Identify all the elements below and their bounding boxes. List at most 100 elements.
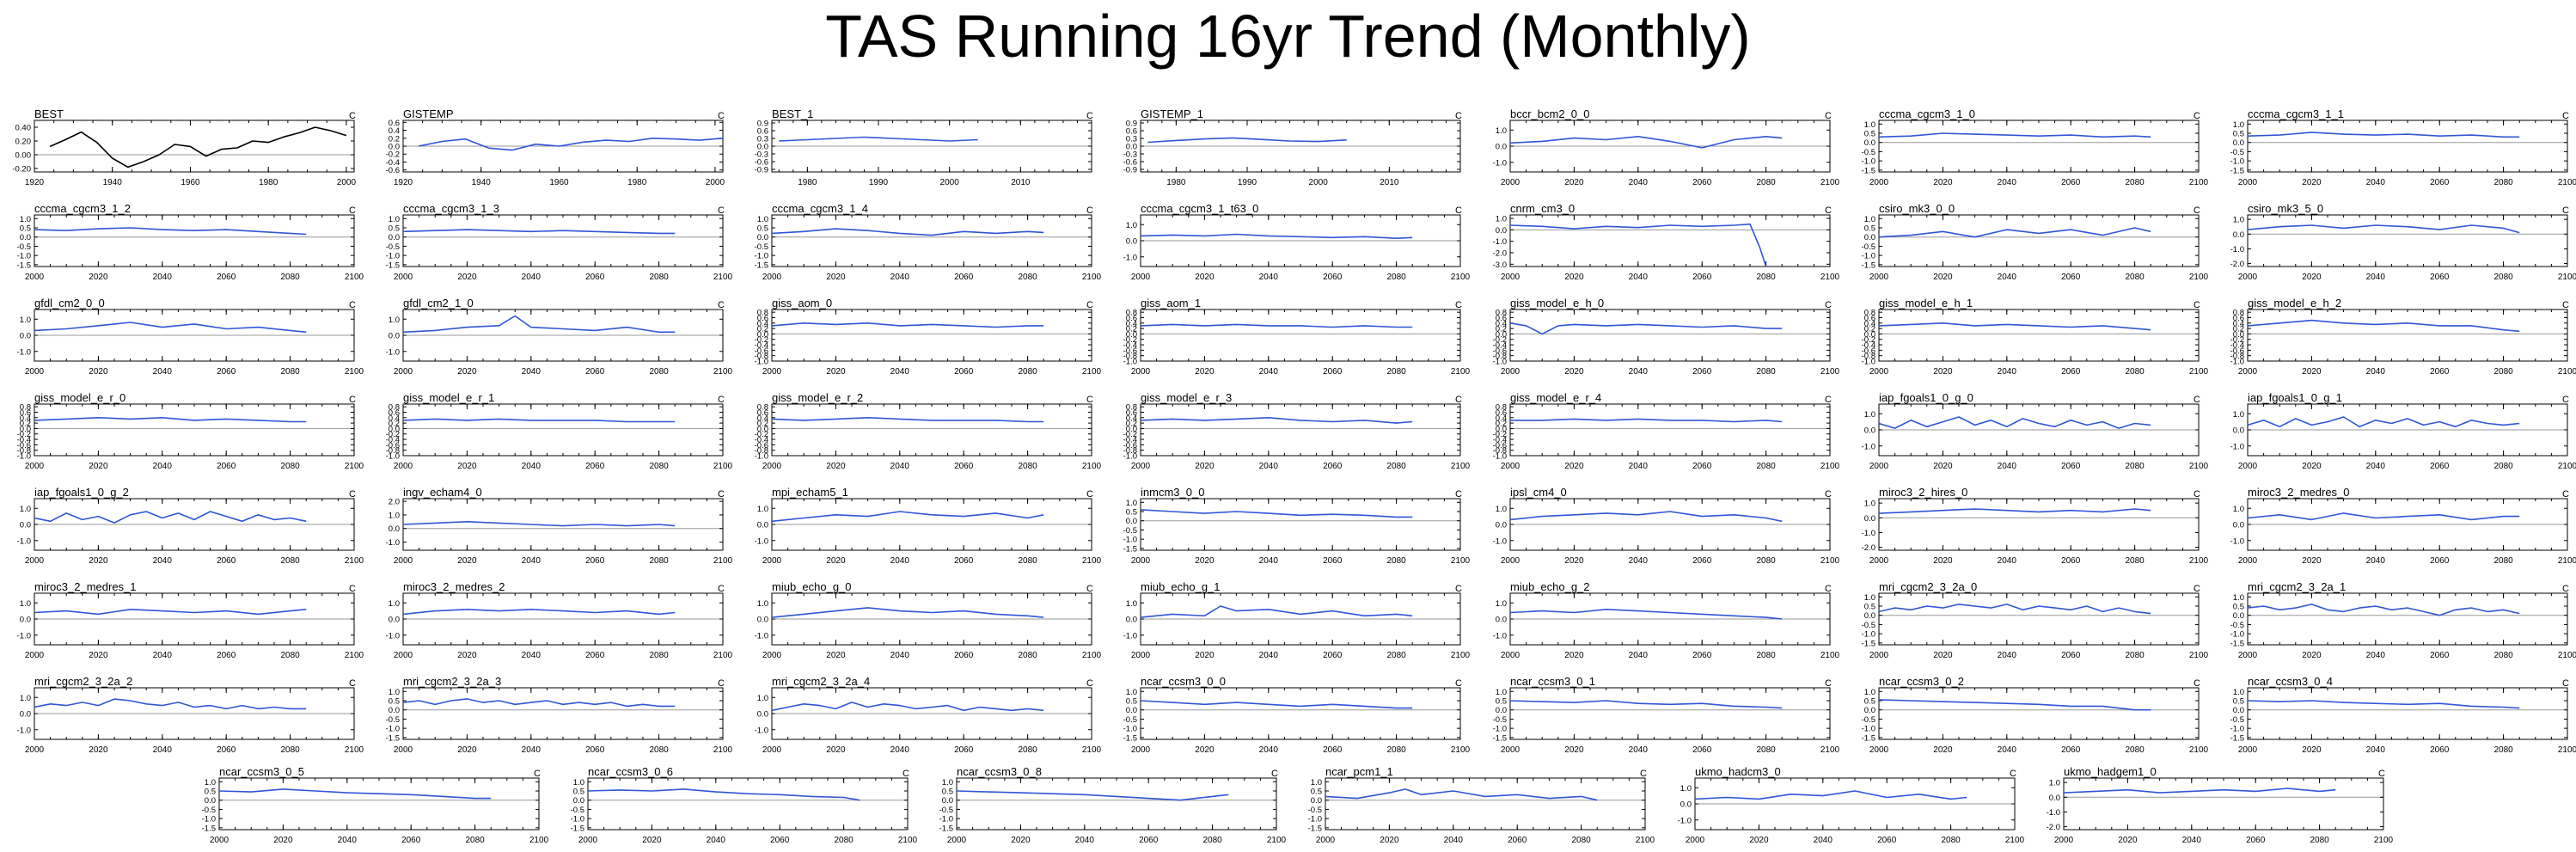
- chart-panel: giss_model_e_r_1 C 0.80.60.40.20.0-0.2-0.4…: [386, 391, 733, 471]
- x-tick-label: 2100: [1082, 273, 1102, 282]
- chart-panel: ukmo_hadcm3_0 C 1.0 0.0 -1.0 2000 2020 2040 2060…: [1678, 765, 2025, 845]
- x-tick-label: 2000: [394, 273, 413, 282]
- y-tick-label: 0.4: [1126, 414, 1137, 423]
- y-tick-label: 1.0: [2233, 505, 2244, 514]
- chart-panel: ncar_ccsm3_0_1 C 1.00.50.0-0.5-1.0-1.5 2000…: [1493, 675, 1840, 755]
- x-tick-label: 2100: [345, 651, 364, 660]
- y-tick-label: -1.0: [1123, 452, 1137, 462]
- chart-panel: giss_aom_0 C 0.80.60.40.20.0-0.2-0.4-0.6-0…: [755, 297, 1102, 377]
- y-tick-label: -0.9: [1123, 166, 1137, 175]
- x-tick-label: 2040: [890, 556, 910, 566]
- chart-panel: mri_cgcm2_3_2a_3 C 1.00.50.0-0.5-1.0-1.5 20…: [386, 675, 733, 755]
- panel-title: iap_fgoals1_0_g_2: [34, 486, 129, 499]
- y-tick-label: -1.5: [17, 261, 31, 270]
- chart-panel: mri_cgcm2_3_2a_0 C 1.00.50.0-0.5-1.0-1.5 20…: [1862, 580, 2209, 660]
- y-tick-label: 1.0: [757, 694, 768, 703]
- plot-frame: [1140, 687, 1461, 740]
- y-tick-label: 1.0: [205, 778, 216, 788]
- x-tick-label: 2100: [1451, 651, 1471, 660]
- y-tick-label: -1.5: [1862, 733, 1875, 743]
- y-tick-label: -1.0: [1862, 442, 1875, 451]
- y-tick-label: 0.0: [573, 796, 584, 806]
- panel-units: C: [2194, 395, 2200, 405]
- y-tick-label: -1.0: [386, 452, 400, 462]
- plot-frame: [1878, 498, 2200, 551]
- panel-title: gfdl_cm2_0_0: [34, 297, 105, 310]
- x-tick-label: 2000: [1501, 273, 1521, 282]
- x-tick-label: 2020: [1564, 273, 1584, 282]
- series-line: [1141, 233, 1413, 240]
- y-tick-label: 1.0: [1864, 500, 1875, 509]
- y-tick-label: -0.4: [1862, 341, 1875, 351]
- panel-title: GISTEMP_1: [1141, 107, 1203, 120]
- y-tick-label: 0.6: [1126, 127, 1137, 137]
- plot-frame: [956, 777, 1277, 831]
- x-tick-label: 2080: [1018, 367, 1037, 377]
- panel-title: inmcm3_0_0: [1141, 486, 1204, 499]
- x-tick-label: 2000: [1131, 745, 1151, 755]
- chart-panel: ncar_pcm1_1 C 1.00.50.0-0.5-1.0-1.5 2000 202…: [1308, 765, 1655, 845]
- series-line: [34, 322, 307, 334]
- x-tick-label: 2080: [1018, 745, 1037, 755]
- plot-frame: [1140, 498, 1461, 551]
- x-tick-label: 1940: [472, 178, 492, 187]
- x-tick-label: 2060: [954, 556, 974, 566]
- y-tick-label: 0.9: [757, 120, 768, 129]
- y-tick-label: -1.0: [386, 725, 400, 734]
- y-tick-label: 0.6: [757, 314, 768, 323]
- y-tick-label: 1.0: [1311, 778, 1322, 788]
- panel-title: mri_cgcm2_3_2a_3: [403, 675, 501, 688]
- x-tick-label: 2020: [1933, 367, 1953, 377]
- series-line: [772, 607, 1044, 618]
- panel-units: C: [2194, 584, 2200, 594]
- x-tick-label: 2080: [649, 462, 669, 471]
- x-tick-label: 2020: [457, 273, 477, 282]
- x-tick-label: 2100: [1451, 367, 1471, 377]
- panel-units: C: [2562, 111, 2569, 121]
- x-tick-label: 2060: [1323, 556, 1343, 566]
- x-tick-label: 2080: [2493, 462, 2513, 471]
- x-tick-label: 2000: [337, 178, 357, 187]
- panel-title: iap_fgoals1_0_g_1: [2248, 391, 2342, 404]
- series-line: [1879, 508, 2151, 514]
- x-tick-label: 2040: [2366, 178, 2386, 187]
- y-tick-label: 0.0: [1126, 237, 1137, 247]
- x-tick-label: 2100: [2558, 273, 2576, 282]
- x-tick-label: 2080: [1202, 836, 1222, 845]
- chart-panel: giss_aom_1 C 0.80.60.40.20.0-0.2-0.4-0.6-0…: [1123, 297, 1471, 377]
- y-tick-label: 0.0: [1864, 611, 1875, 621]
- x-tick-label: 2060: [585, 367, 605, 377]
- x-tick-label: 2080: [1386, 367, 1406, 377]
- x-tick-label: 2000: [1869, 273, 1889, 282]
- y-tick-label: 0.0: [757, 330, 768, 340]
- chart-panel: giss_model_e_r_2 C 0.80.60.40.20.0-0.2-0.4…: [755, 391, 1102, 471]
- y-tick-label: 0.0: [389, 143, 400, 152]
- x-tick-label: 2020: [826, 651, 846, 660]
- chart-panel: cccma_cgcm3_1_4 C 1.00.50.0-0.5-1.0-1.5 200…: [755, 202, 1102, 282]
- x-tick-label: 2080: [2125, 462, 2145, 471]
- x-tick-label: 2040: [153, 651, 173, 660]
- y-tick-label: -0.5: [1862, 242, 1875, 252]
- y-tick-label: -1.0: [1123, 358, 1137, 367]
- x-tick-label: 2080: [2125, 745, 2145, 755]
- y-tick-label: 0.4: [1864, 319, 1875, 328]
- x-tick-label: 2080: [2493, 745, 2513, 755]
- series-line: [2248, 604, 2520, 616]
- x-tick-label: 2040: [890, 462, 910, 471]
- y-tick-label: 0.2: [1126, 420, 1137, 429]
- y-tick-label: 0.0: [20, 616, 31, 625]
- plot-frame: [771, 214, 1092, 267]
- panel-units: C: [1271, 769, 1278, 779]
- y-tick-label: -1.0: [1493, 158, 1507, 168]
- panel-units: C: [1086, 395, 1093, 405]
- x-tick-label: 2040: [522, 273, 542, 282]
- x-tick-label: 2000: [762, 462, 782, 471]
- y-tick-label: -1.5: [202, 824, 216, 833]
- x-tick-label: 2080: [280, 745, 300, 755]
- panel-units: C: [2562, 678, 2569, 689]
- plot-frame: [34, 120, 355, 173]
- y-tick-label: -1.0: [755, 536, 768, 546]
- plot-frame: [1878, 687, 2200, 740]
- x-tick-label: 2020: [1933, 556, 1953, 566]
- series-line: [2064, 788, 2336, 794]
